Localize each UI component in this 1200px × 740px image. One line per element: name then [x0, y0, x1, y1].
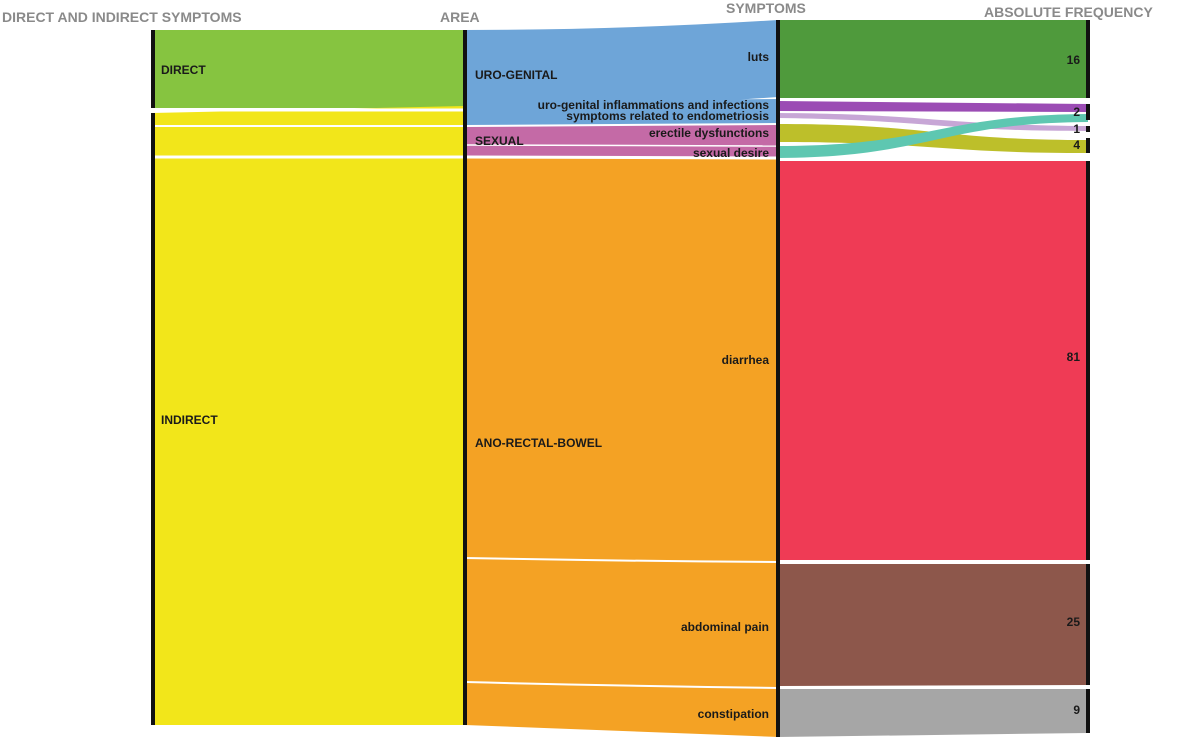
category-label-indirect: INDIRECT: [161, 413, 218, 427]
header-absolute-frequency: ABSOLUTE FREQUENCY: [984, 4, 1153, 20]
header-symptoms: SYMPTOMS: [726, 0, 806, 16]
node-bar-diarrhea: [1086, 161, 1090, 560]
node-bar-area: [463, 30, 467, 725]
frequency-value-sexual-desire: 1: [1073, 122, 1080, 136]
flow-constipation: [778, 689, 1088, 737]
symptom-label-constipation: constipation: [698, 707, 769, 721]
flow-endometriosis: [778, 113, 1088, 131]
symptom-label-erectile: erectile dysfunctions: [649, 126, 769, 140]
band-direct: [152, 30, 465, 108]
flow-sexual-desire: [778, 114, 1088, 158]
separator-pain-constipation: [464, 681, 779, 689]
frequency-values: 16 2 1 4 81 25 9: [1067, 53, 1081, 717]
area-label-sexual: SEXUAL: [475, 134, 524, 148]
frequency-value-luts: 16: [1067, 53, 1081, 67]
symptom-label-abdominal-pain: abdominal pain: [681, 620, 769, 634]
node-bar-desire: [1086, 126, 1090, 132]
category-label-direct: DIRECT: [161, 63, 206, 77]
node-bar-luts: [1086, 20, 1090, 98]
separator-diarrhea-pain: [464, 557, 779, 563]
node-bar-constipation: [1086, 689, 1090, 733]
area-label-ano-rectal-bowel: ANO-RECTAL-BOWEL: [475, 436, 602, 450]
node-bar-symptoms: [776, 20, 780, 737]
flow-luts: [778, 20, 1088, 98]
separator-sexual-bowel: [464, 155, 779, 160]
frequency-value-diarrhea: 81: [1067, 350, 1081, 364]
frequency-value-erectile: 4: [1073, 138, 1080, 152]
node-bar-uro: [1086, 104, 1090, 120]
band-sexual: [465, 124, 778, 157]
frequency-value-uro-inflammations: 2: [1073, 105, 1080, 119]
band-uro-genital-indirect: [465, 99, 778, 126]
node-bar-abdominal-pain: [1086, 564, 1090, 685]
node-bar-erectile: [1086, 138, 1090, 153]
band-ano-rectal-bowel: [465, 157, 778, 737]
flow-diarrhea: [778, 161, 1088, 560]
column-direct-indirect: DIRECT INDIRECT: [152, 30, 465, 725]
symptom-label-sexual-desire: sexual desire: [693, 146, 769, 160]
flow-abdominal-pain: [778, 564, 1088, 686]
band-indirect: [152, 106, 465, 725]
symptom-label-luts: luts: [748, 50, 770, 64]
node-bar-direct: [151, 30, 155, 108]
frequency-value-abdominal-pain: 25: [1067, 615, 1081, 629]
separator-uro-sexual: [464, 123, 779, 127]
frequency-value-constipation: 9: [1073, 703, 1080, 717]
symptom-label-diarrhea: diarrhea: [722, 353, 770, 367]
separator-sexual-inner: [464, 144, 779, 147]
node-bars: [151, 20, 1090, 737]
node-bar-indirect: [151, 113, 155, 725]
area-label-uro-genital: URO-GENITAL: [475, 68, 557, 82]
column-frequency: [778, 20, 1088, 737]
header-direct-indirect: DIRECT AND INDIRECT SYMPTOMS: [2, 9, 242, 25]
symptom-label-uro-inflammations: uro-genital inflammations and infections: [538, 98, 770, 112]
column-area: URO-GENITAL SEXUAL ANO-RECTAL-BOWEL: [464, 20, 779, 737]
flow-uro-inflammations: [778, 101, 1088, 112]
symptom-label-endometriosis: symptoms related to endometriosis: [566, 109, 769, 123]
band-uro-genital: [465, 20, 778, 118]
symptom-labels: luts uro-genital inflammations and infec…: [538, 50, 770, 721]
header-area: AREA: [440, 9, 480, 25]
